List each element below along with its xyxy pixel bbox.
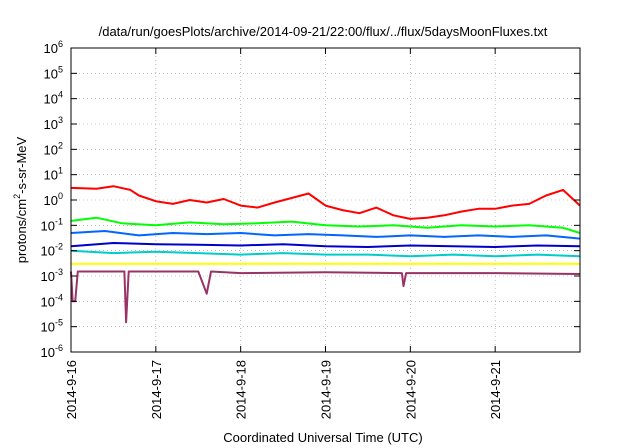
x-tick-label: 2014-9-19	[319, 360, 334, 419]
y-tick-label: 103	[44, 115, 63, 132]
y-tick-label-base: 10	[41, 345, 55, 360]
y-tick-label: 106	[44, 39, 63, 56]
y-tick-label-base: 10	[41, 218, 55, 233]
y-axis-ticks: 10-610-510-410-310-210-11001011021031041…	[41, 39, 580, 360]
series-line-2	[70, 216, 581, 234]
y-tick-label-base: 10	[44, 66, 58, 81]
y-tick-label: 10-5	[41, 318, 63, 335]
y-tick-label-exp: 2	[58, 140, 63, 150]
series-line-4	[70, 242, 581, 248]
y-tick-label-exp: 4	[58, 90, 63, 100]
x-tick-label: 2014-9-18	[234, 360, 249, 419]
y-tick-label-exp: -2	[55, 242, 63, 252]
y-tick-label-base: 10	[41, 269, 55, 284]
series-line-3	[70, 230, 581, 240]
x-tick-label: 2014-9-16	[64, 360, 79, 419]
y-tick-label-exp: 0	[58, 191, 63, 201]
y-tick-label-exp: -1	[55, 216, 63, 226]
y-tick-label: 100	[44, 191, 63, 208]
y-tick-label-base: 10	[44, 117, 58, 132]
x-tick-label: 2014-9-17	[149, 360, 164, 419]
y-tick-label: 105	[44, 64, 63, 81]
series-line-5	[70, 249, 581, 258]
y-tick-label: 10-3	[41, 267, 63, 284]
y-tick-label-base: 10	[41, 320, 55, 335]
y-tick-label-exp: -5	[55, 318, 63, 328]
chart-grid	[71, 48, 580, 352]
y-tick-label-exp: -4	[55, 292, 63, 302]
chart-series-layer	[70, 185, 581, 324]
y-tick-label-base: 10	[44, 92, 58, 107]
y-tick-label-base: 10	[41, 244, 55, 259]
chart-title: /data/run/goesPlots/archive/2014-09-21/2…	[99, 24, 548, 39]
y-tick-label-exp: 5	[58, 64, 63, 74]
y-tick-label-exp: -3	[55, 267, 63, 277]
y-axis-label-rest: -s-sr-MeV	[14, 136, 29, 193]
x-tick-label: 2014-9-21	[488, 360, 503, 419]
y-tick-label: 10-1	[41, 216, 63, 233]
y-tick-label-base: 10	[44, 193, 58, 208]
y-tick-label: 102	[44, 140, 63, 157]
x-axis-label: Coordinated Universal Time (UTC)	[223, 430, 422, 445]
y-axis-label-sup: 2	[12, 194, 22, 199]
y-tick-label-base: 10	[41, 294, 55, 309]
x-axis-ticks: 2014-9-16 2014-9-17 2014-9-18 2014-9-19 2014…	[64, 48, 503, 419]
x-tick-label: 2014-9-20	[403, 360, 418, 419]
y-tick-label-base: 10	[44, 41, 58, 56]
series-line-1	[70, 185, 581, 220]
y-tick-label-exp: 6	[58, 39, 63, 49]
y-axis-label: protons/cm2-s-sr-MeV	[12, 136, 29, 263]
y-tick-label: 10-4	[41, 292, 63, 309]
y-tick-label: 10-2	[41, 242, 63, 259]
y-tick-label: 104	[44, 90, 63, 107]
y-axis-label-main: protons/cm	[14, 199, 29, 263]
y-tick-label-base: 10	[44, 142, 58, 157]
y-tick-label-exp: 3	[58, 115, 63, 125]
y-tick-label-base: 10	[44, 168, 58, 183]
y-tick-label: 101	[44, 166, 63, 183]
y-tick-label-exp: 1	[58, 166, 63, 176]
y-tick-label: 10-6	[41, 343, 63, 360]
y-tick-label-exp: -6	[55, 343, 63, 353]
series-line-7	[70, 270, 581, 324]
